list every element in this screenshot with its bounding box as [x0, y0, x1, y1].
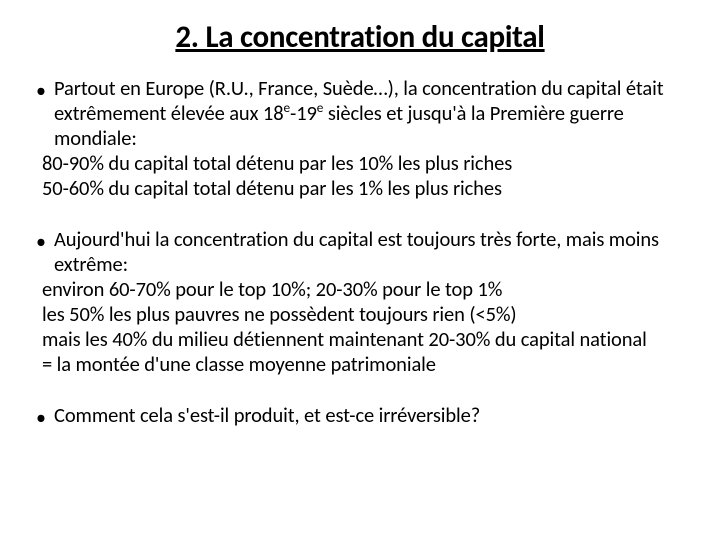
bullet-1-text: Partout en Europe (R.U., France, Suède…)…: [54, 76, 692, 151]
bullet-2: • Aujourd'hui la concentration du capita…: [28, 227, 692, 377]
bullet-2-cont-1: les 50% les plus pauvres ne possèdent to…: [42, 302, 692, 327]
bullet-1: • Partout en Europe (R.U., France, Suède…: [28, 76, 692, 201]
bullet-1-mid: -19: [290, 100, 317, 126]
bullet-2-cont-2: mais les 40% du milieu détiennent mainte…: [42, 327, 692, 352]
bullet-1-cont-0: 80-90% du capital total détenu par les 1…: [42, 151, 692, 176]
bullet-2-cont-3: = la montée d'une classe moyenne patrimo…: [42, 352, 692, 377]
slide-title: 2. La concentration du capital: [28, 18, 692, 56]
bullet-marker: •: [28, 403, 54, 431]
bullet-3: • Comment cela s'est-il produit, et est-…: [28, 403, 692, 431]
bullet-1-cont-1: 50-60% du capital total détenu par les 1…: [42, 176, 692, 201]
bullet-3-lead: Comment cela s'est-il produit, et est-ce…: [54, 403, 692, 428]
bullet-2-cont-0: environ 60-70% pour le top 10%; 20-30% p…: [42, 277, 692, 302]
bullet-2-lead: Aujourd'hui la concentration du capital …: [54, 227, 692, 277]
bullet-marker: •: [28, 227, 54, 255]
bullet-marker: •: [28, 76, 54, 104]
